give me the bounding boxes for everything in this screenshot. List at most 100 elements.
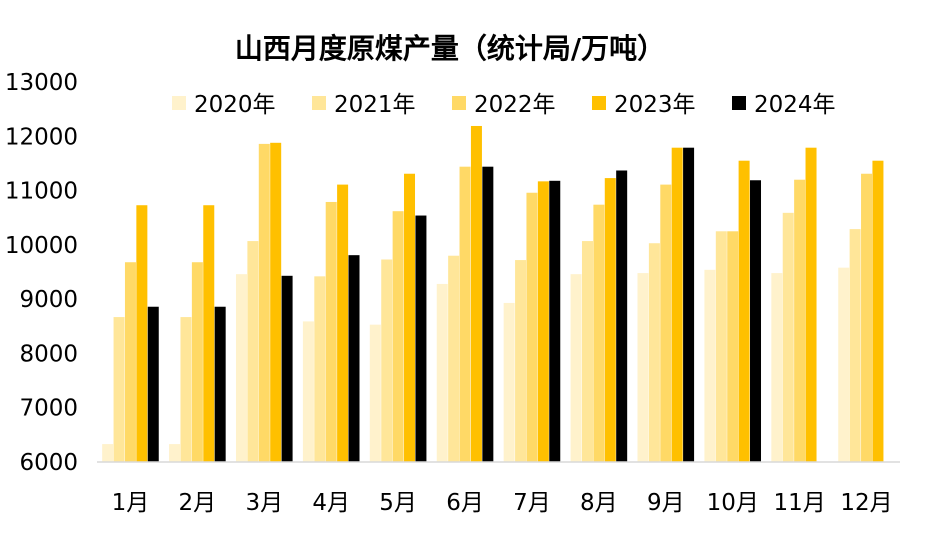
legend-item-3: 2022年 [452,92,556,118]
bar-2020年-1月 [102,444,114,462]
bar-2020年-11月 [771,273,783,462]
bar-2022年-10月 [727,231,739,462]
category-group-2 [169,205,226,463]
x-axis: 1月 2月 3月 4月 5月 6月 7月 8月 9月 10月 11月 12月 [112,490,893,516]
bar-2022年-3月 [258,143,270,462]
bar-2024年-3月 [281,275,293,462]
bar-2023年-9月 [671,147,683,462]
bar-2023年-2月 [203,205,215,463]
bar-2022年-6月 [459,166,471,462]
category-group-9 [637,147,695,462]
x-tick-label: 3月 [245,490,283,516]
bar-2024年-6月 [482,166,494,462]
x-tick-label: 9月 [647,490,685,516]
bar-2024年-5月 [415,215,427,462]
bar-2024年-10月 [750,180,762,462]
bar-2021年-6月 [448,255,460,462]
bar-2022年-5月 [392,211,404,462]
legend-label: 2024年 [754,92,836,118]
bar-2023年-11月 [805,147,817,462]
bar-2021年-12月 [849,229,861,462]
category-group-11 [771,147,817,462]
bar-2021年-3月 [247,241,259,462]
legend: 2020年 2021年 2022年 2023年 2024年 [172,92,836,118]
legend-item-4: 2023年 [592,92,696,118]
legend-label: 2022年 [474,92,556,118]
bar-2023年-8月 [604,178,616,462]
bar-2022年-1月 [124,262,136,462]
bar-2021年-10月 [715,231,727,462]
bar-2022年-9月 [660,184,672,462]
bar-2024年-8月 [616,170,628,463]
bar-2021年-1月 [113,317,125,462]
bar-2021年-4月 [314,276,326,462]
category-group-5 [369,173,427,463]
bar-2023年-12月 [872,160,884,462]
bar-2021年-5月 [381,259,393,462]
category-group-12 [838,160,884,463]
bar-2024年-4月 [348,255,360,462]
legend-swatch [592,96,606,110]
bar-2022年-4月 [325,201,337,462]
bar-2022年-7月 [526,192,538,463]
category-group-7 [503,180,561,463]
x-tick-label: 6月 [446,490,484,516]
bar-2021年-2月 [180,317,192,462]
legend-swatch [172,96,186,110]
x-tick-label: 4月 [312,490,350,516]
bar-2023年-1月 [136,205,148,463]
bar-2020年-4月 [302,321,314,462]
x-tick-label: 8月 [580,490,618,516]
bar-2022年-8月 [593,204,605,462]
legend-swatch [732,96,746,110]
category-group-8 [570,170,628,463]
bar-2024年-2月 [214,306,226,462]
bar-2021年-9月 [648,243,660,462]
y-tick-label: 10000 [5,233,78,259]
bar-2022年-12月 [861,173,873,463]
category-group-6 [436,125,494,462]
chart-title: 山西月度原煤产量（统计局/万吨） [235,32,665,65]
x-tick-label: 12月 [840,490,892,516]
legend-swatch [312,96,326,110]
bar-2020年-6月 [436,283,448,462]
bar-2023年-5月 [404,173,416,463]
category-group-10 [704,160,762,462]
bar-2023年-6月 [470,125,482,462]
legend-label: 2021年 [334,92,416,118]
legend-label: 2023年 [614,92,696,118]
bar-2022年-2月 [191,262,203,462]
bar-2023年-4月 [337,184,349,462]
bar-2024年-9月 [683,147,695,462]
x-tick-label: 11月 [773,490,825,516]
y-tick-label: 8000 [19,341,78,367]
bar-2020年-2月 [169,444,181,462]
y-tick-label: 11000 [5,179,78,205]
y-tick-label: 7000 [19,396,78,422]
x-tick-label: 1月 [112,490,150,516]
y-tick-label: 6000 [19,450,78,476]
legend-item-5: 2024年 [732,92,836,118]
bar-area [102,125,884,463]
y-tick-label: 9000 [19,287,78,313]
category-group-4 [302,184,360,462]
bar-2020年-7月 [503,302,515,462]
x-tick-label: 10月 [707,490,759,516]
legend-item-1: 2020年 [172,92,276,118]
bar-2021年-7月 [515,260,527,462]
x-tick-label: 2月 [179,490,217,516]
bar-2020年-9月 [637,273,649,462]
bar-2020年-12月 [838,267,850,462]
y-tick-label: 12000 [5,124,78,150]
legend-label: 2020年 [194,92,276,118]
bar-2020年-8月 [570,274,582,462]
bar-2022年-11月 [794,179,806,462]
bar-2023年-7月 [537,181,549,462]
y-axis: 6000 7000 8000 9000 10000 11000 12000 13000 [5,70,78,476]
x-tick-label: 5月 [379,490,417,516]
category-group-3 [235,142,293,463]
bar-2021年-11月 [782,212,794,462]
bar-2024年-7月 [549,180,561,463]
bar-2023年-10月 [738,160,750,462]
